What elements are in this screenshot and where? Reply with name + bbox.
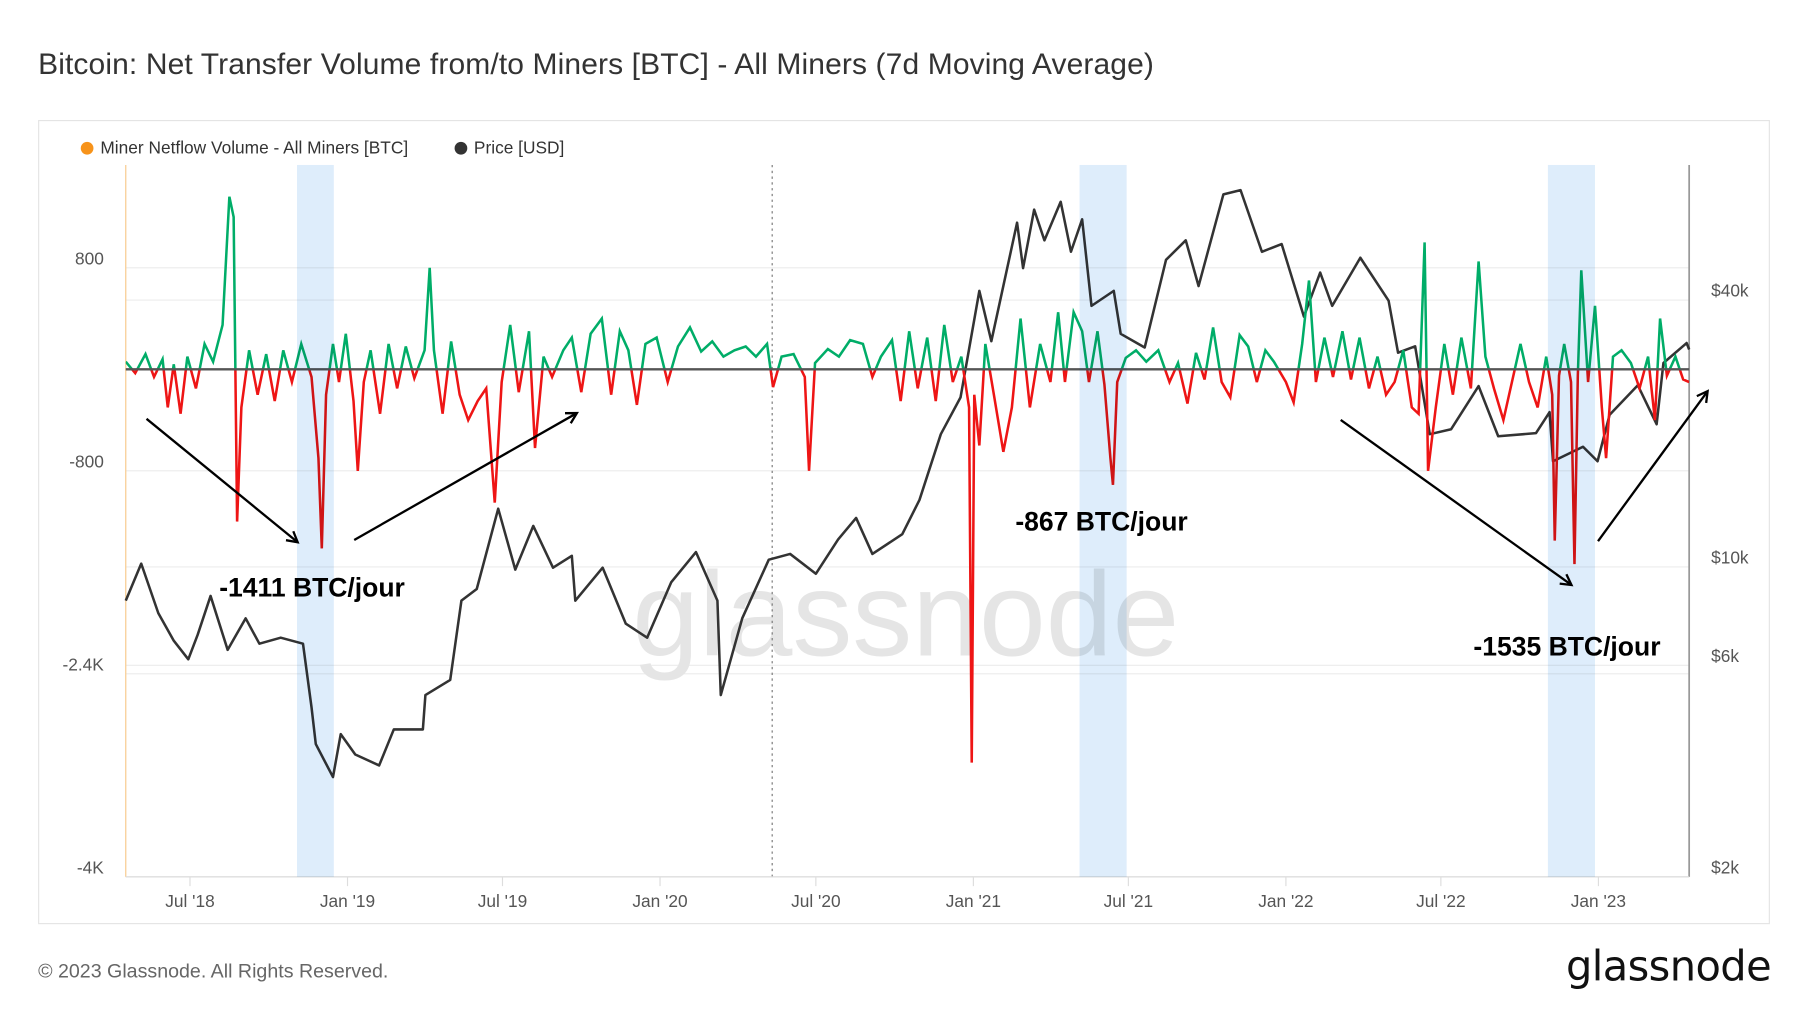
highlight-band bbox=[1079, 164, 1127, 877]
left-tick-label: -2.4K bbox=[62, 654, 104, 674]
chart-title: Bitcoin: Net Transfer Volume from/to Min… bbox=[38, 46, 1155, 81]
arrow-down-2022 bbox=[1340, 419, 1572, 585]
x-tick-label: Jan '21 bbox=[946, 891, 1001, 911]
right-tick-label: $10k bbox=[1711, 548, 1749, 568]
annotation-2022: -1535 BTC/jour bbox=[1473, 631, 1660, 661]
x-tick-label: Jan '19 bbox=[320, 891, 375, 911]
x-tick-label: Jan '20 bbox=[632, 891, 687, 911]
netflow-positive-line bbox=[125, 196, 1682, 370]
arrow-down-2018 bbox=[145, 417, 298, 542]
netflow-negative-line bbox=[130, 369, 1690, 763]
x-tick-label: Jul '22 bbox=[1416, 891, 1465, 911]
chart-card bbox=[38, 119, 1770, 925]
arrow-up-2023 bbox=[1597, 391, 1708, 542]
annotation-2018: -1411 BTC/jour bbox=[219, 573, 405, 603]
x-tick-label: Jul '21 bbox=[1104, 891, 1153, 911]
right-tick-label: $2k bbox=[1711, 857, 1739, 877]
legend-label-netflow: Miner Netflow Volume - All Miners [BTC] bbox=[100, 138, 409, 159]
legend-item-price[interactable]: Price [USD] bbox=[454, 138, 564, 158]
left-tick-label: 800 bbox=[75, 248, 104, 268]
right-y-axis: $40k $10k $6k $2k bbox=[1711, 281, 1749, 878]
price-dot-icon bbox=[454, 141, 468, 155]
left-tick-label: -800 bbox=[69, 451, 104, 471]
highlight-band bbox=[297, 164, 334, 877]
copyright-footer: © 2023 Glassnode. All Rights Reserved. bbox=[38, 959, 389, 982]
highlight-bands bbox=[297, 164, 1595, 877]
left-y-axis: 800 -800 -2.4K -4K bbox=[62, 248, 104, 877]
x-tick-label: Jan '22 bbox=[1258, 891, 1313, 911]
netflow-dot-icon bbox=[80, 141, 94, 155]
price-series-line bbox=[124, 188, 1691, 779]
x-tick-label: Jul '20 bbox=[791, 891, 840, 911]
x-tick-label: Jul '18 bbox=[165, 891, 214, 911]
legend-label-price: Price [USD] bbox=[473, 138, 565, 159]
right-tick-label: $6k bbox=[1711, 646, 1739, 666]
annotation-arrows bbox=[145, 391, 1708, 585]
x-tick-label: Jan '23 bbox=[1571, 891, 1626, 911]
arrow-up-2019 bbox=[353, 413, 577, 541]
left-tick-label: -4K bbox=[77, 857, 104, 877]
x-tick-label: Jul '19 bbox=[478, 891, 527, 911]
glassnode-logo[interactable]: glassnode bbox=[1565, 943, 1772, 992]
right-tick-label: $40k bbox=[1711, 281, 1749, 301]
legend: Miner Netflow Volume - All Miners [BTC] … bbox=[80, 138, 565, 159]
highlight-band bbox=[1547, 164, 1595, 877]
annotation-2021: -867 BTC/jour bbox=[1015, 507, 1187, 537]
x-axis: Jul '18 Jan '19 Jul '19 Jan '20 Jul '20 Jan '… bbox=[165, 876, 1626, 911]
legend-item-netflow[interactable]: Miner Netflow Volume - All Miners [BTC] bbox=[80, 138, 409, 159]
